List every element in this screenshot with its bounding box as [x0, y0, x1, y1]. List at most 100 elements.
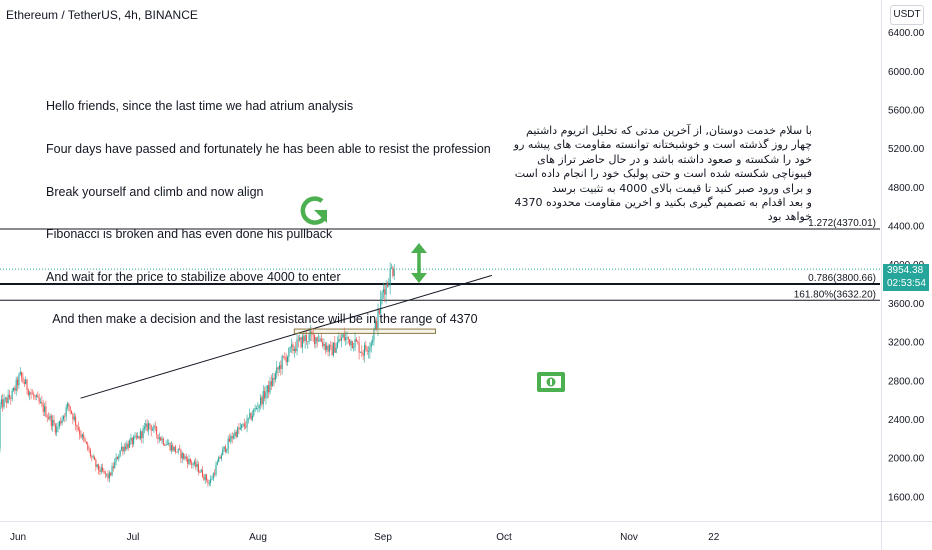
persian-note-line: و بعد اقدام به تصمیم گیری بکنید و اخرین … [514, 196, 812, 210]
candle-body [17, 379, 19, 386]
candle-body [285, 357, 287, 363]
candle-body [365, 345, 367, 350]
candle-body [56, 427, 58, 433]
candle-body [72, 413, 74, 420]
candle-body [350, 340, 352, 346]
candle-body [332, 342, 334, 356]
candle-body [54, 424, 56, 433]
candle-body [165, 444, 167, 446]
candle-body [234, 431, 236, 437]
candle-body [147, 423, 150, 431]
candle-body [338, 339, 340, 343]
candle-body [242, 423, 244, 425]
up-down-arrow-icon [411, 243, 427, 283]
candle-body [196, 464, 198, 468]
candle-body [96, 464, 98, 467]
fib-level-label: 0.786(3800.66) [808, 273, 876, 284]
candle-body [346, 336, 348, 338]
candle-body [188, 458, 190, 464]
candle-body [22, 377, 24, 382]
candle-body [305, 335, 307, 342]
candle-body [369, 346, 371, 352]
candle-body [280, 365, 282, 369]
candle-body [170, 445, 172, 451]
candle-body [226, 449, 228, 452]
candle-body [15, 379, 17, 391]
x-tick-label: Oct [496, 532, 512, 543]
candle-body [315, 337, 317, 345]
currency-button[interactable]: USDT [890, 5, 924, 25]
candle-body [127, 443, 129, 448]
candle-body [111, 466, 113, 476]
candle-body [270, 381, 272, 386]
candle-body [227, 438, 229, 450]
candle-body [247, 417, 249, 419]
candle-body [273, 377, 275, 380]
candle-body [62, 416, 64, 420]
candle-body [349, 339, 351, 346]
candle-body [134, 435, 136, 437]
candle-body [237, 427, 239, 437]
candle-body [363, 345, 366, 356]
candle-body [314, 334, 316, 345]
candle-body [118, 455, 120, 460]
candle-body [172, 445, 174, 451]
candle-body [73, 416, 75, 420]
candle-body [311, 331, 313, 335]
candle-body [342, 334, 344, 338]
candle-body [107, 473, 109, 479]
y-tick-label: 4400.00 [888, 222, 925, 233]
candle-body [255, 408, 258, 409]
candle-body [137, 436, 139, 438]
candle-body [139, 431, 141, 439]
candle-body [179, 448, 181, 450]
candle-body [216, 462, 218, 466]
candle-body [31, 393, 33, 395]
candle-body [168, 442, 170, 444]
candle-body [211, 478, 213, 480]
candle-body [268, 385, 270, 393]
candle-body [145, 423, 147, 428]
candle-body [380, 298, 382, 314]
candle-body [330, 345, 332, 346]
candle-body [185, 456, 187, 460]
candle-body [334, 342, 336, 353]
candle-body [203, 477, 205, 480]
candle-body [322, 342, 324, 347]
english-note: Hello friends, since the last time we ha… [46, 71, 491, 355]
candle-body [177, 448, 179, 452]
candle-body [37, 395, 39, 398]
candle-body [276, 367, 278, 374]
persian-note-line: چهار روز گذشته است و خوشبختانه توانسته م… [513, 138, 812, 152]
support-zone [293, 328, 436, 334]
candle-body [180, 449, 182, 459]
candle-body [303, 336, 305, 342]
candle-body [92, 456, 94, 458]
x-tick-label: Nov [620, 532, 638, 543]
candle-body [238, 427, 240, 430]
candle-body [48, 417, 50, 419]
candle-body [345, 337, 347, 341]
candle-body [253, 409, 255, 416]
candle-body [150, 425, 152, 431]
candle-body [293, 348, 295, 352]
candle-body [152, 429, 154, 431]
persian-note-line: و برای ورود صبر کنید تا قیمت بالای 4000 … [551, 181, 812, 195]
candle-body [52, 419, 54, 427]
candle-body [18, 374, 20, 386]
candle-body [44, 406, 46, 412]
candle-body [328, 345, 330, 352]
candle-body [11, 390, 13, 399]
candle-body [218, 457, 220, 463]
candle-body [215, 465, 217, 475]
y-tick-label: 3200.00 [888, 338, 925, 349]
candle-body [160, 437, 162, 441]
candle-body [53, 419, 55, 425]
y-tick-label: 1600.00 [888, 492, 925, 503]
candle-body [193, 461, 195, 465]
x-axis: Jun Jul Aug Sep Oct Nov 22 [10, 532, 720, 543]
candle-body [60, 421, 62, 424]
candle-body [81, 434, 83, 438]
